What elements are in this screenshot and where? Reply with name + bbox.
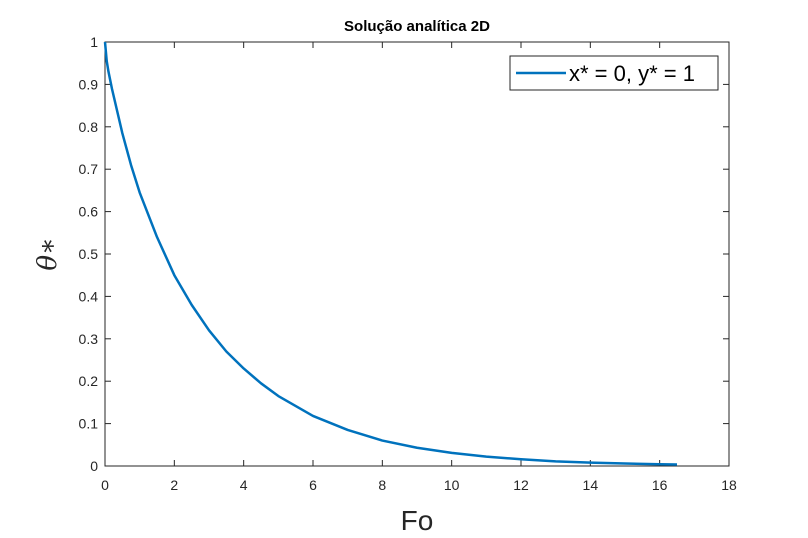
y-tick-label: 0.8 (79, 119, 99, 135)
x-tick-label: 6 (309, 477, 317, 493)
y-tick-label: 0.7 (79, 161, 99, 177)
x-tick-label: 12 (513, 477, 529, 493)
y-axis-label: θ∗ (33, 237, 63, 270)
y-tick-label: 0.3 (79, 331, 99, 347)
legend[interactable]: x* = 0, y* = 1 (509, 55, 719, 91)
x-tick-label: 4 (240, 477, 248, 493)
x-axis-label: Fo (401, 505, 434, 536)
x-tick-label: 2 (170, 477, 178, 493)
plot-area (104, 41, 730, 467)
y-tick-label: 0.2 (79, 373, 99, 389)
x-tick-label: 8 (378, 477, 386, 493)
y-tick-label: 0 (90, 458, 98, 474)
series-line (103, 41, 678, 466)
x-tick-label: 10 (444, 477, 460, 493)
x-tick-label: 16 (652, 477, 668, 493)
y-tick-label: 1 (90, 34, 98, 50)
x-tick-labels: 0 2 4 6 8 10 12 14 16 18 (101, 477, 737, 493)
chart-title: Solução analítica 2D (344, 18, 490, 35)
y-tick-label: 0.9 (79, 76, 99, 92)
x-tick-label: 0 (101, 477, 109, 493)
y-tick-label: 0.1 (79, 416, 99, 432)
y-tick-label: 0.5 (79, 246, 99, 262)
y-tick-labels: 0 0.1 0.2 0.3 0.4 0.5 0.6 0.7 0.8 0.9 1 (79, 34, 99, 474)
x-tick-label: 14 (583, 477, 599, 493)
axis-ticks (104, 41, 730, 467)
y-tick-label: 0.4 (79, 288, 99, 304)
legend-label: x* = 0, y* = 1 (569, 61, 695, 86)
y-tick-label: 0.6 (79, 204, 99, 220)
x-tick-label: 18 (721, 477, 737, 493)
series-layer (103, 41, 678, 466)
